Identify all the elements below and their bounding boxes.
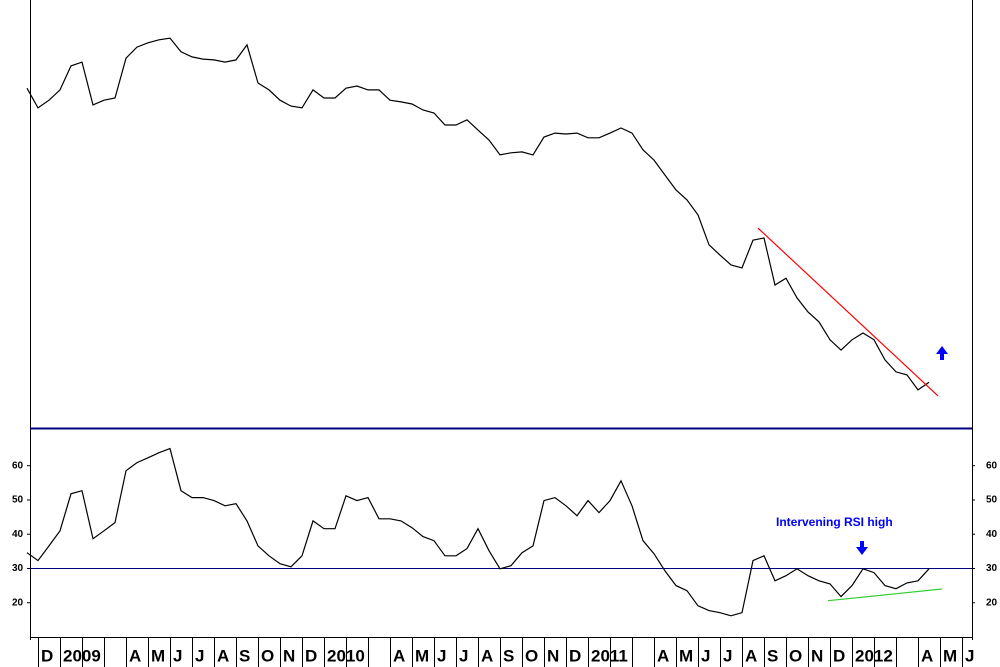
down-arrow [856, 541, 868, 555]
x-tick-label: A [657, 646, 669, 665]
y-tick-label: 40 [986, 529, 998, 540]
x-tick-label: N [547, 646, 559, 665]
x-tick-label: A [745, 646, 757, 665]
trendline [827, 588, 943, 602]
x-tick-label: J [723, 646, 732, 665]
x-tick-label: J [965, 646, 974, 665]
x-tick-label: D [833, 646, 845, 665]
trendline [757, 227, 939, 397]
x-tick-label: A [217, 646, 229, 665]
y-tick-label: 40 [12, 529, 24, 540]
x-tick-label: A [393, 646, 405, 665]
up-arrow [936, 346, 948, 360]
y-tick-label: 50 [986, 495, 998, 506]
x-tick-label: M [679, 646, 693, 665]
x-tick-label: M [151, 646, 165, 665]
x-tick-label: 2010 [327, 646, 365, 665]
x-tick-label: J [459, 646, 468, 665]
x-tick-label: O [261, 646, 274, 665]
x-tick-label: 2012 [855, 646, 893, 665]
x-tick-label: 2011 [591, 646, 628, 665]
y-tick-label: 20 [12, 597, 24, 608]
x-tick-label: S [503, 646, 514, 665]
x-tick-label: 2009 [63, 646, 101, 665]
x-tick-label: D [305, 646, 317, 665]
y-tick-label: 30 [12, 563, 24, 574]
x-tick-label: S [239, 646, 250, 665]
y-tick-label: 50 [12, 495, 24, 506]
price-line [26, 447, 930, 617]
x-tick-label: D [41, 646, 53, 665]
x-tick-label: J [173, 646, 182, 665]
y-tick-label: 60 [986, 460, 998, 471]
x-tick-label: S [767, 646, 778, 665]
x-tick-label: N [283, 646, 295, 665]
x-tick-label: A [481, 646, 493, 665]
annotation: Intervening RSI high [776, 515, 893, 529]
x-tick-label: J [701, 646, 710, 665]
y-tick-label: 60 [12, 460, 24, 471]
x-tick-label: O [789, 646, 802, 665]
x-tick-label: J [195, 646, 204, 665]
y-tick-label: 30 [986, 563, 998, 574]
x-tick-label: A [129, 646, 141, 665]
x-tick-label: M [415, 646, 429, 665]
x-tick-label: D [569, 646, 581, 665]
x-tick-label: M [943, 646, 957, 665]
y-tick-label: 20 [986, 597, 998, 608]
price-line [26, 37, 930, 391]
x-tick-label: J [437, 646, 446, 665]
x-tick-label: N [811, 646, 823, 665]
x-tick-label: O [525, 646, 538, 665]
x-tick-label: A [921, 646, 933, 665]
